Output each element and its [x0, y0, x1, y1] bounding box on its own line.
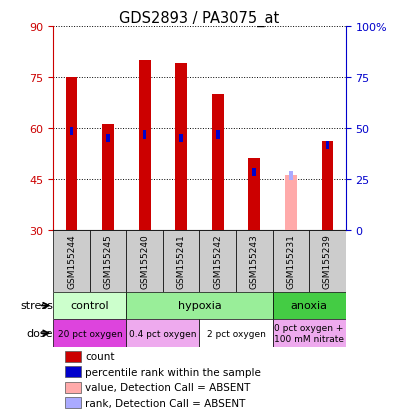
Bar — [126, 320, 199, 347]
Bar — [106, 135, 110, 143]
Text: 0.4 pct oxygen: 0.4 pct oxygen — [129, 329, 197, 338]
Bar — [322, 142, 333, 230]
Text: GSM155240: GSM155240 — [140, 234, 149, 288]
Bar — [199, 230, 236, 292]
Bar — [65, 382, 81, 393]
Text: GSM155243: GSM155243 — [250, 234, 259, 288]
Text: 0 pct oxygen +
100 mM nitrate: 0 pct oxygen + 100 mM nitrate — [274, 324, 344, 343]
Text: GSM155231: GSM155231 — [286, 234, 295, 288]
Bar — [212, 95, 224, 230]
Text: hypoxia: hypoxia — [178, 301, 221, 311]
Bar — [70, 128, 73, 136]
Bar — [65, 351, 81, 362]
Bar — [273, 230, 309, 292]
Text: GSM155242: GSM155242 — [213, 234, 222, 288]
Text: 20 pct oxygen: 20 pct oxygen — [58, 329, 122, 338]
Bar — [143, 131, 147, 140]
Text: stress: stress — [21, 301, 53, 311]
Bar — [65, 397, 81, 408]
Text: 2 pct oxygen: 2 pct oxygen — [207, 329, 265, 338]
Bar — [252, 169, 256, 177]
Text: GSM155239: GSM155239 — [323, 234, 332, 288]
Text: percentile rank within the sample: percentile rank within the sample — [85, 367, 261, 377]
Bar — [163, 230, 199, 292]
Bar — [139, 61, 150, 230]
Bar — [289, 172, 293, 180]
Bar — [126, 230, 163, 292]
Bar — [309, 230, 346, 292]
Text: GSM155245: GSM155245 — [103, 234, 113, 288]
Text: dose: dose — [27, 328, 53, 338]
Bar — [236, 230, 273, 292]
Text: GSM155244: GSM155244 — [67, 234, 76, 288]
Text: GSM155241: GSM155241 — [177, 234, 186, 288]
Bar — [65, 366, 81, 377]
Bar — [90, 230, 126, 292]
Bar — [199, 320, 273, 347]
Bar — [175, 64, 187, 230]
Bar — [325, 141, 329, 150]
Bar — [53, 292, 126, 320]
Bar — [285, 176, 297, 230]
Text: count: count — [85, 351, 115, 361]
Bar — [102, 125, 114, 230]
Bar — [53, 230, 90, 292]
Title: GDS2893 / PA3075_at: GDS2893 / PA3075_at — [119, 11, 280, 27]
Bar — [216, 131, 220, 140]
Bar — [248, 159, 260, 230]
Bar — [53, 320, 126, 347]
Bar — [66, 78, 77, 230]
Bar — [126, 292, 273, 320]
Bar — [273, 292, 346, 320]
Bar — [179, 135, 183, 143]
Text: value, Detection Call = ABSENT: value, Detection Call = ABSENT — [85, 382, 251, 392]
Text: rank, Detection Call = ABSENT: rank, Detection Call = ABSENT — [85, 398, 246, 408]
Bar — [273, 320, 346, 347]
Text: control: control — [71, 301, 109, 311]
Text: anoxia: anoxia — [291, 301, 327, 311]
